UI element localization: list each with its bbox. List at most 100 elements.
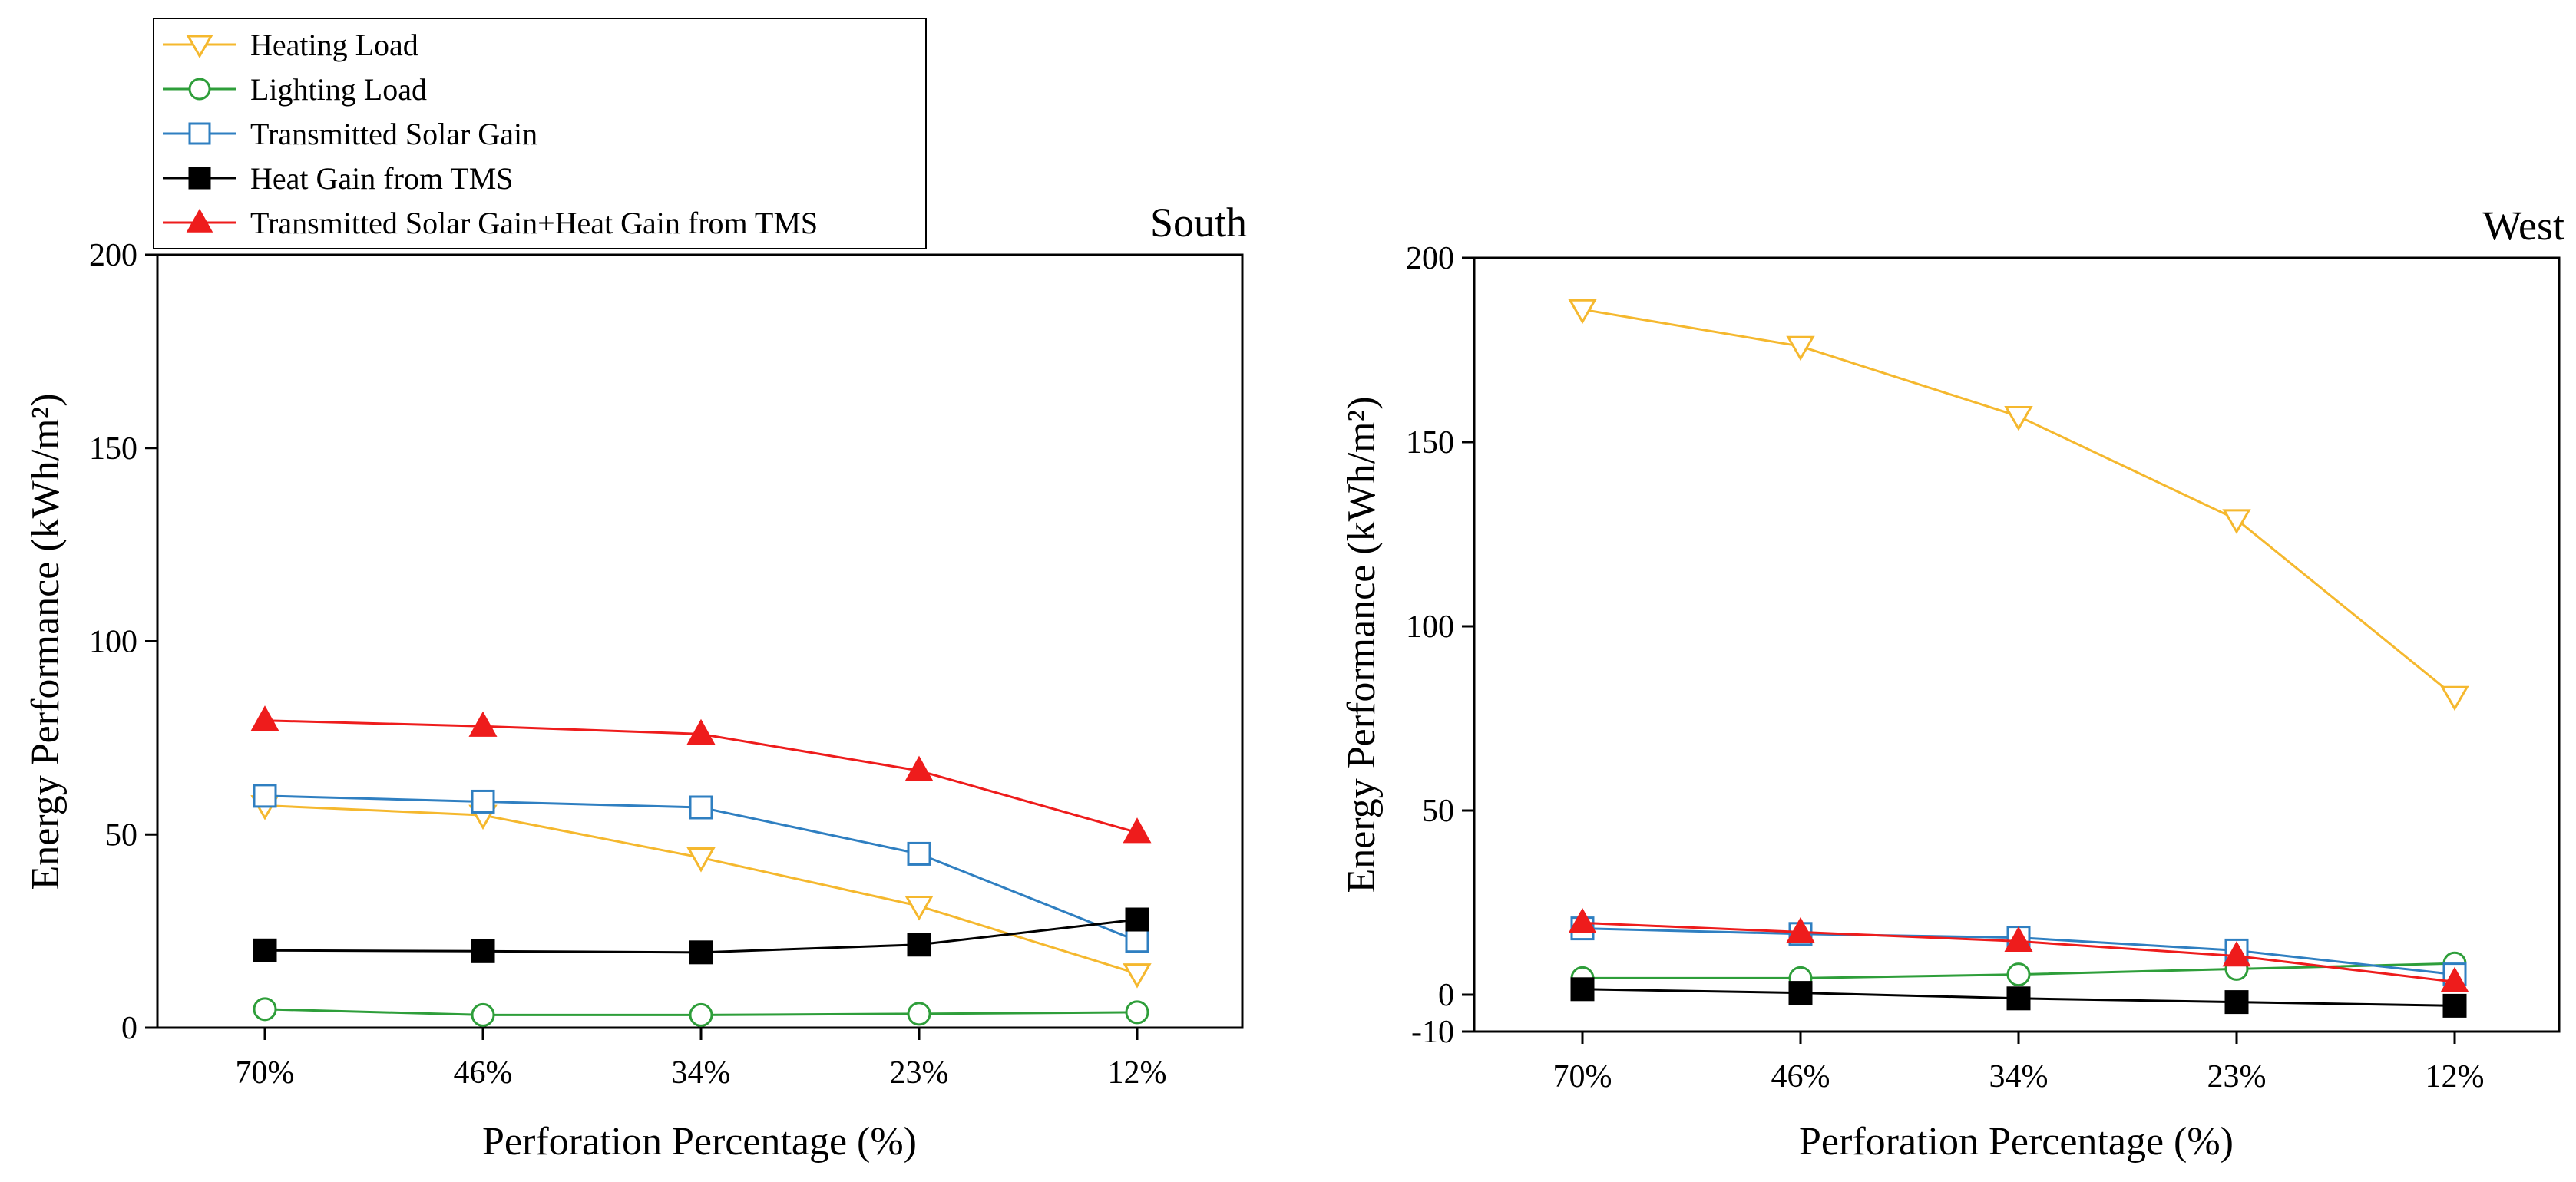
y-tick-label-south: 150	[89, 431, 137, 467]
y-tick-label-south: 50	[105, 817, 137, 853]
data-point-heat-gain-from-tms-west	[1788, 981, 1813, 1005]
data-point-heat-gain-from-tms-west	[2006, 986, 2031, 1011]
data-point-heating-load-west	[2222, 509, 2251, 534]
legend-entry-transmitted-solar-gain-heat-gain-from-tms: Transmitted Solar Gain+Heat Gain from TM…	[163, 206, 818, 240]
plot-frame-south	[156, 253, 1244, 1029]
data-point-transmitted-solar-gain-heat-gain-from-tms-west	[2222, 941, 2251, 967]
data-point-heating-load-west	[2004, 406, 2033, 431]
legend-marker	[186, 208, 213, 233]
data-point-heat-gain-from-tms-south	[907, 933, 931, 957]
data-point-lighting-load-south	[471, 1002, 495, 1027]
data-point-transmitted-solar-gain-south	[1125, 929, 1149, 953]
data-point-lighting-load-south	[689, 1002, 713, 1027]
data-point-heat-gain-from-tms-south	[689, 940, 713, 965]
legend-entry-transmitted-solar-gain: Transmitted Solar Gain	[163, 117, 537, 151]
x-tick-label-west: 70%	[1553, 1059, 1612, 1095]
data-point-heat-gain-from-tms-west	[2224, 990, 2249, 1015]
data-point-heating-load-south	[686, 847, 716, 873]
ticks-west: -100 50 100 150 200 70% 46% 34% 23% 12%	[1406, 241, 2485, 1095]
data-point-heating-load-south	[904, 895, 934, 921]
chart-west: West Perforation Percentage (%) Energy P…	[1340, 203, 2564, 1164]
legend-entry-heating-load: Heating Load	[163, 28, 418, 62]
data-point-heat-gain-from-tms-south	[1125, 907, 1149, 932]
y-axis-label-text-south: Energy Performance (kWh/m²)	[24, 393, 68, 890]
data-point-lighting-load-west	[2006, 962, 2031, 987]
data-point-transmitted-solar-gain-heat-gain-from-tms-south	[686, 718, 716, 745]
y-tick-label-west: -10	[1411, 1015, 1454, 1050]
y-axis-label-south: Energy Performance (kWh/m²)	[24, 393, 68, 890]
data-point-heat-gain-from-tms-west	[2442, 993, 2467, 1018]
series-south	[250, 705, 1152, 1027]
y-tick-label-west: 200	[1406, 241, 1454, 276]
x-tick-label-south: 12%	[1108, 1055, 1167, 1091]
data-point-lighting-load-south	[1125, 1000, 1149, 1025]
y-tick-label-west: 0	[1438, 978, 1454, 1013]
data-point-heat-gain-from-tms-south	[471, 939, 495, 963]
data-point-heating-load-south	[1123, 963, 1152, 989]
data-point-transmitted-solar-gain-heat-gain-from-tms-south	[468, 711, 498, 737]
chart-title-south: South	[1150, 200, 1247, 246]
legend-box	[153, 18, 927, 249]
data-point-lighting-load-south	[907, 1002, 931, 1026]
y-tick-label-west: 100	[1406, 609, 1454, 645]
x-tick-label-west: 46%	[1771, 1059, 1830, 1095]
legend-label: Lighting Load	[250, 72, 427, 107]
chart-title-west: West	[2482, 203, 2564, 249]
x-tick-label-south: 23%	[890, 1055, 949, 1091]
data-point-transmitted-solar-gain-south	[689, 795, 713, 820]
y-tick-label-south: 100	[89, 625, 137, 660]
data-point-transmitted-solar-gain-heat-gain-from-tms-west	[1786, 916, 1815, 943]
y-tick-label-west: 150	[1406, 425, 1454, 461]
legend: Heating Load Lighting Load Transmitted Sol…	[153, 18, 927, 249]
data-point-transmitted-solar-gain-heat-gain-from-tms-west	[1568, 907, 1597, 933]
x-tick-label-west: 12%	[2426, 1059, 2485, 1095]
data-point-heat-gain-from-tms-west	[1570, 977, 1595, 1002]
y-tick-label-south: 0	[121, 1011, 137, 1046]
legend-label: Heating Load	[250, 28, 418, 62]
legend-label: Transmitted Solar Gain+Heat Gain from TM…	[250, 206, 818, 240]
legend-marker	[186, 35, 213, 58]
series-line-heating-load-west	[1582, 308, 2455, 698]
series-heating-load-west	[1568, 299, 2469, 712]
series-heat-gain-from-tms-west	[1570, 977, 2467, 1018]
data-point-transmitted-solar-gain-heat-gain-from-tms-south	[250, 705, 279, 731]
data-point-transmitted-solar-gain-south	[907, 841, 931, 866]
series-west	[1568, 299, 2469, 1018]
ticks-south: 0 50 100 150 200 70% 46% 34% 23% 12%	[89, 238, 1167, 1091]
x-tick-label-west: 23%	[2207, 1059, 2267, 1095]
data-point-transmitted-solar-gain-heat-gain-from-tms-west	[2004, 926, 2033, 952]
data-point-transmitted-solar-gain-heat-gain-from-tms-south	[904, 755, 934, 781]
x-tick-label-south: 46%	[454, 1055, 513, 1091]
x-axis-label-south: Perforation Percentage (%)	[482, 1120, 917, 1164]
data-point-transmitted-solar-gain-heat-gain-from-tms-south	[1123, 817, 1152, 844]
data-point-heating-load-west	[1786, 335, 1815, 362]
x-tick-label-south: 34%	[672, 1055, 731, 1091]
legend-label: Transmitted Solar Gain	[250, 117, 537, 151]
series-heat-gain-from-tms-south	[253, 907, 1149, 965]
legend-marker	[188, 78, 211, 101]
legend-entry-heat-gain-from-tms: Heat Gain from TMS	[163, 161, 514, 196]
series-transmitted-solar-gain-south	[253, 784, 1149, 953]
legend-marker	[188, 122, 211, 145]
y-tick-label-south: 200	[89, 238, 137, 273]
data-point-transmitted-solar-gain-heat-gain-from-tms-west	[2440, 966, 2469, 992]
series-transmitted-solar-gain-heat-gain-from-tms-west	[1568, 907, 2469, 992]
series-lighting-load-west	[1570, 951, 2467, 990]
data-point-transmitted-solar-gain-south	[471, 789, 495, 814]
data-point-heat-gain-from-tms-south	[253, 938, 277, 962]
data-point-lighting-load-south	[253, 997, 277, 1022]
legend-entries: Heating Load Lighting Load Transmitted Sol…	[163, 28, 818, 240]
y-tick-label-west: 50	[1422, 794, 1454, 829]
series-transmitted-solar-gain-heat-gain-from-tms-south	[250, 705, 1152, 844]
data-point-heating-load-west	[2440, 685, 2469, 712]
plot-frame-west	[1473, 256, 2561, 1033]
legend-marker	[188, 167, 211, 190]
legend-entry-lighting-load: Lighting Load	[163, 72, 427, 107]
legend-label: Heat Gain from TMS	[250, 161, 514, 196]
y-axis-label-west: Energy Performance (kWh/m²)	[1340, 396, 1384, 893]
x-tick-label-south: 70%	[236, 1055, 295, 1091]
data-point-transmitted-solar-gain-south	[253, 784, 277, 808]
data-point-heating-load-west	[1568, 299, 1597, 325]
chart-south: South Perforation Percentage (%) Energy …	[24, 200, 1247, 1164]
